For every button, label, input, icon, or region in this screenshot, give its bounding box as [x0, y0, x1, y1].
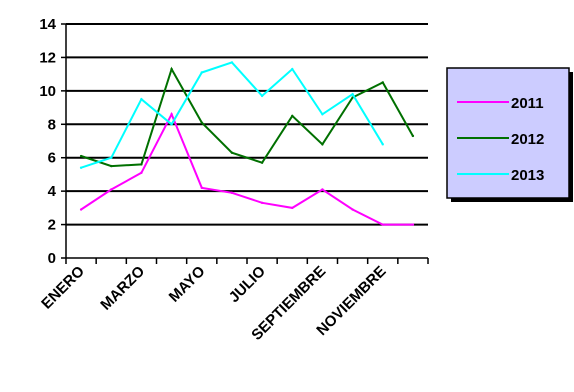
legend: 2011 2012 2013 — [446, 67, 573, 202]
series-2012 — [79, 66, 415, 168]
legend-label: 2012 — [511, 131, 544, 148]
legend-box — [446, 67, 570, 199]
data-point — [79, 208, 83, 211]
data-point — [110, 164, 113, 168]
data-point — [110, 188, 113, 191]
data-point — [260, 201, 264, 205]
data-point — [140, 163, 143, 166]
data-point — [170, 123, 173, 126]
data-point — [260, 94, 264, 98]
data-point — [351, 93, 354, 96]
y-tick-label: 2 — [48, 217, 56, 234]
data-point — [170, 113, 173, 116]
data-point — [351, 208, 354, 211]
series-2011 — [79, 111, 415, 226]
y-tick-label: 14 — [39, 16, 56, 33]
y-tick-label: 12 — [39, 49, 56, 66]
data-point — [140, 98, 143, 101]
legend-label: 2011 — [511, 95, 544, 112]
data-point — [200, 121, 203, 124]
data-point — [321, 143, 324, 146]
data-point — [230, 191, 234, 195]
y-tick-label: 8 — [48, 116, 56, 133]
data-point — [170, 67, 173, 71]
y-axis-ticks: 0 2 4 6 8 10 12 14 — [39, 16, 66, 267]
data-point — [200, 186, 203, 189]
data-point — [260, 161, 264, 164]
y-tick-label: 0 — [48, 250, 56, 267]
data-point — [411, 134, 415, 138]
data-point — [321, 188, 324, 191]
data-point — [79, 154, 83, 158]
data-point — [230, 151, 234, 154]
data-point — [381, 81, 384, 84]
data-point — [291, 206, 294, 210]
series-line — [80, 111, 413, 226]
data-point — [110, 156, 113, 159]
data-point — [381, 143, 384, 146]
data-point — [321, 113, 324, 116]
series-lines — [79, 61, 415, 226]
y-tick-label: 10 — [39, 83, 56, 100]
y-tick-label: 6 — [48, 150, 56, 167]
data-point — [79, 166, 83, 169]
y-tick-label: 4 — [48, 183, 57, 200]
data-point — [291, 67, 294, 71]
series-2013 — [79, 61, 384, 169]
series-line — [80, 66, 414, 168]
data-point — [230, 61, 234, 64]
data-point — [291, 114, 294, 118]
data-point — [140, 171, 143, 174]
data-point — [381, 223, 384, 226]
data-point — [200, 71, 203, 74]
data-point — [411, 223, 415, 226]
legend-label: 2013 — [511, 167, 544, 184]
